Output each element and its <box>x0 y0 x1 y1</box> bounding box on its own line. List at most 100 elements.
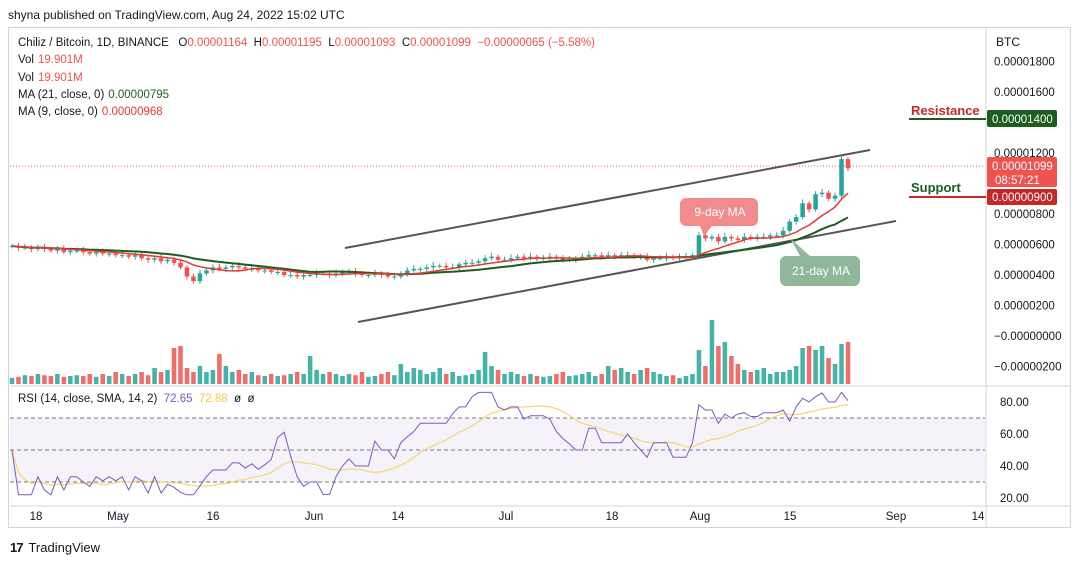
symbol-row: Chiliz / Bitcoin, 1D, BINANCE O0.0000116… <box>18 35 595 52</box>
volume-bar <box>68 376 73 384</box>
volume-bar <box>48 376 54 384</box>
volume-bar <box>502 374 507 384</box>
candle-body <box>476 261 481 263</box>
footer-brand[interactable]: 17 TradingView <box>10 540 100 555</box>
vol-row-1[interactable]: Vol 19.901M <box>18 52 595 69</box>
volume-bar <box>657 374 663 384</box>
brand-name: TradingView <box>28 540 101 555</box>
countdown-value: 08:57:21 <box>995 175 1040 187</box>
ma9-callout-text: 9-day MA <box>694 205 745 219</box>
volume-bar <box>819 346 825 384</box>
volume-bar <box>463 375 468 384</box>
resistance-label: Resistance <box>911 103 980 118</box>
volume-bar <box>281 375 287 384</box>
volume-bar <box>443 374 449 384</box>
volume-bar <box>813 350 818 384</box>
candle-body <box>703 235 708 239</box>
volume-bar <box>35 374 41 384</box>
candle-body <box>236 265 242 268</box>
candle-body <box>268 270 274 272</box>
price-tick-label: 0.00001800 <box>994 57 1055 69</box>
candle-body <box>307 275 313 276</box>
candle-body <box>515 256 520 259</box>
volume-bar <box>87 374 93 384</box>
volume-bar <box>495 370 501 384</box>
volume-bar <box>599 374 605 384</box>
volume-bar <box>430 372 436 384</box>
candle-body <box>560 258 566 260</box>
candle-body <box>819 192 825 195</box>
ma9-value: 0.00000968 <box>101 106 163 119</box>
vol-row-2[interactable]: Vol 19.901M <box>18 70 595 87</box>
volume-bar <box>832 364 838 384</box>
volume-bar <box>191 372 196 384</box>
volume-bar <box>171 348 177 384</box>
ma9-row[interactable]: MA (9, close, 0) 0.00000968 <box>18 104 595 121</box>
volume-bar <box>314 370 319 384</box>
volume-bar <box>612 370 617 384</box>
chart-legend: Chiliz / Bitcoin, 1D, BINANCE O0.0000116… <box>18 35 595 121</box>
volume-bar <box>450 372 455 384</box>
volume-bar <box>243 374 248 384</box>
candle-body <box>255 268 261 271</box>
ma21-row[interactable]: MA (21, close, 0) 0.00000795 <box>18 87 595 104</box>
volume-bar <box>405 372 410 384</box>
volume-bar <box>528 374 533 384</box>
candle-body <box>145 258 151 260</box>
candle-body <box>456 264 462 268</box>
volume-bar <box>22 375 28 384</box>
volume-bar <box>353 375 358 384</box>
volume-bar <box>119 374 125 384</box>
volume-bar <box>294 372 300 384</box>
candle-body <box>74 250 80 252</box>
volume-bar <box>631 374 637 384</box>
volume-bar <box>230 372 235 384</box>
ma9-line <box>11 192 849 276</box>
rsi-null-glyph: ø <box>234 393 242 405</box>
candle-body <box>599 255 605 257</box>
symbol-name[interactable]: Chiliz / Bitcoin, 1D, BINANCE <box>18 37 169 49</box>
candle-body <box>68 250 73 253</box>
volume-bar <box>800 348 805 384</box>
support-label: Support <box>911 180 961 195</box>
volume-bar <box>366 376 371 384</box>
candle-body <box>657 258 663 260</box>
candle-body <box>113 253 118 256</box>
volume-bar <box>255 375 261 384</box>
price-tick-label: 0.00000800 <box>994 209 1055 221</box>
volume-bar <box>547 376 553 384</box>
volume-bar <box>722 342 728 384</box>
candle-body <box>716 236 721 242</box>
rsi-legend[interactable]: RSI (14, close, SMA, 14, 2) 72.65 72.88 … <box>18 393 255 405</box>
volume-bar <box>217 354 222 384</box>
volume-bar <box>307 356 313 384</box>
ohlc-low: 0.00001093 <box>334 37 396 49</box>
volume-bar <box>346 374 352 384</box>
volume-bar <box>651 372 656 384</box>
price-tick-label: −0.00000000 <box>994 331 1061 343</box>
candle-body <box>171 259 177 263</box>
time-tick-label: Jul <box>499 511 514 523</box>
lower-trendline <box>357 220 897 323</box>
volume-bar <box>178 346 183 384</box>
candle-body <box>826 192 831 199</box>
rsi-null-glyph: ø <box>247 393 255 405</box>
ohlc-high-label: H <box>253 37 262 49</box>
volume-bar <box>541 376 546 384</box>
volume-bar <box>508 372 514 384</box>
candle-body <box>81 250 86 253</box>
volume-bar <box>806 346 812 384</box>
volume-bar <box>424 374 430 384</box>
candle-body <box>217 267 222 269</box>
volume-bar <box>618 368 624 384</box>
volume-bar <box>839 344 844 384</box>
candle-body <box>392 276 397 278</box>
candle-body <box>787 221 792 231</box>
candle-body <box>845 159 851 169</box>
volume-bar <box>683 376 689 384</box>
volume-bar <box>158 372 164 384</box>
ma9-label: MA (9, close, 0) <box>18 106 98 119</box>
volume-bar <box>793 366 799 384</box>
volume-bar <box>573 375 579 384</box>
